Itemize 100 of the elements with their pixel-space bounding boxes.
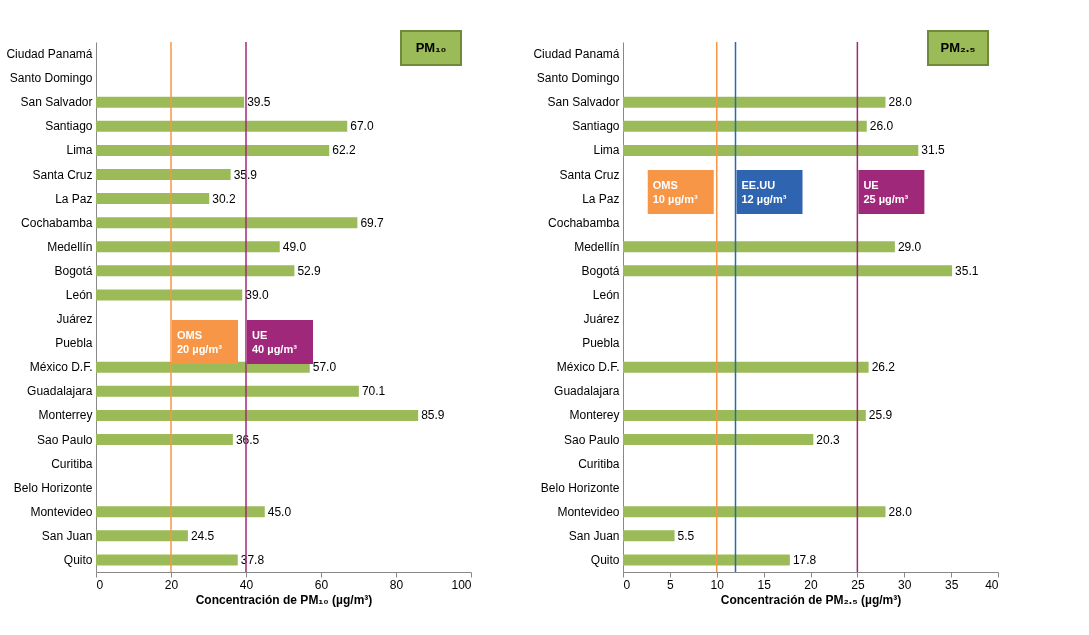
bar [96,554,238,566]
y-tick-label: Santiago [45,119,93,134]
x-tick-label: 0 [623,577,631,592]
y-tick-label: León [592,287,620,302]
y-tick-label: Belo Horizonte [13,480,93,495]
y-tick-label: Lima [66,143,93,158]
bar [96,169,231,180]
y-tick-label: Monterey [569,408,620,423]
bar [623,506,886,518]
data-label: 67.0 [350,119,374,134]
x-axis-title: Concentración de PM₁₀ (µg/m³) [195,592,373,607]
data-label: 29.0 [897,239,922,254]
y-tick-label: Monterrey [38,408,93,423]
y-tick-label: Lima [593,143,620,158]
y-tick-label: La Paz [582,191,620,206]
y-tick-label: Curitiba [578,456,620,471]
data-label: 85.9 [421,408,445,423]
data-label: 70.1 [361,384,386,399]
x-tick-label: 20 [164,577,179,592]
ref-line-label: UE 40 µg/m³ [252,329,298,355]
ref-line-label: OMS 20 µg/m³ [177,329,223,355]
data-label: 17.8 [792,552,817,567]
y-tick-label: Santo Domingo [9,71,93,86]
data-label: 62.2 [332,143,356,158]
bar [96,530,188,542]
data-label: 49.0 [282,239,307,254]
y-tick-label: Bogotá [581,263,620,278]
x-tick-label: 30 [898,577,912,592]
y-tick-label: México D.F. [556,360,620,375]
y-tick-label: San Salvador [547,95,620,110]
data-label: 31.5 [921,143,945,158]
bar [623,96,886,108]
y-tick-label: Sao Paulo [564,432,620,447]
data-label: 52.9 [297,263,322,278]
bar [96,144,330,156]
data-label: 5.5 [677,528,695,543]
bar [623,361,869,373]
y-tick-label: Guadalajara [554,384,620,399]
y-tick-label: Santa Cruz [32,167,93,182]
bar [623,530,675,542]
bar [623,241,895,253]
y-tick-label: Puebla [582,336,620,351]
bar [623,554,790,566]
y-tick-label: Juárez [583,312,620,327]
x-tick-label: 0 [96,577,104,592]
y-tick-label: Montevideo [30,504,93,519]
y-tick-label: México D.F. [29,360,93,375]
y-tick-label: León [65,287,93,302]
y-tick-label: Quito [590,552,620,567]
x-axis-title: Concentración de PM₂.₅ (µg/m³) [720,592,902,607]
y-tick-label: Guadalajara [27,384,93,399]
bar [96,241,280,253]
y-tick-label: Santa Cruz [559,167,620,182]
bar [96,409,419,421]
ref-line-label: OMS 10 µg/m³ [652,179,698,205]
y-tick-label: Medellín [47,239,93,254]
x-tick-label: 80 [389,577,404,592]
x-tick-label: 35 [944,577,959,592]
data-label: 30.2 [212,191,236,206]
x-tick-label: 25 [851,577,865,592]
data-label: 69.7 [360,215,385,230]
y-tick-label: Bogotá [54,263,93,278]
y-tick-label: Puebla [55,336,93,351]
data-label: 26.0 [869,119,894,134]
y-tick-label: San Juan [41,528,93,543]
y-tick-label: Quito [63,552,93,567]
ref-line-label: EE.UU 12 µg/m³ [741,179,787,205]
data-label: 28.0 [888,95,913,110]
bar [96,506,265,518]
x-tick-label: 40 [239,577,254,592]
bar [96,193,210,205]
bar [96,120,348,132]
x-tick-label: 10 [710,577,725,592]
data-label: 24.5 [190,528,215,543]
y-tick-label: San Salvador [20,95,93,110]
x-tick-label: 40 [985,577,999,592]
y-tick-label: Montevideo [557,504,620,519]
bar [623,144,919,156]
data-label: 39.5 [247,95,271,110]
bar [623,434,814,445]
bar [96,289,243,301]
bar [96,434,233,445]
y-tick-label: Cochabamba [21,215,93,230]
bar [623,120,867,132]
y-tick-label: San Juan [568,528,620,543]
data-label: 57.0 [312,360,337,375]
y-tick-label: Sao Paulo [37,432,93,447]
bar [96,385,359,397]
data-label: 45.0 [267,504,292,519]
data-label: 26.2 [871,360,896,375]
y-tick-label: Curitiba [51,456,93,471]
y-tick-label: Ciudad Panamá [533,47,620,62]
y-tick-label: Santiago [572,119,620,134]
data-label: 28.0 [888,504,913,519]
y-tick-label: Santo Domingo [536,71,620,86]
y-tick-label: Juárez [56,312,93,327]
ref-line-label: UE 25 µg/m³ [863,179,909,205]
bar [623,265,953,277]
y-tick-label: Medellín [574,239,620,254]
data-label: 20.3 [816,432,840,447]
